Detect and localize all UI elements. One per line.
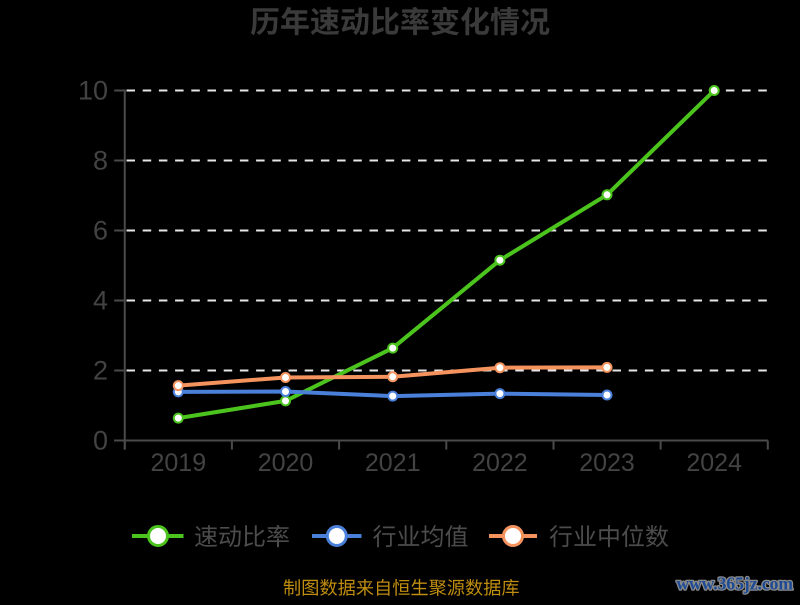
svg-text:2019: 2019 [150,449,206,477]
svg-text:www.365jz.com: www.365jz.com [676,574,793,594]
svg-text:2021: 2021 [365,449,421,477]
svg-text:10: 10 [78,76,108,106]
svg-text:4: 4 [93,286,108,316]
svg-text:2023: 2023 [579,449,635,477]
svg-text:2020: 2020 [258,449,314,477]
svg-text:0: 0 [93,426,108,456]
svg-text:2024: 2024 [686,449,742,477]
svg-text:2: 2 [93,356,108,386]
svg-text:8: 8 [93,146,108,176]
svg-text:6: 6 [93,216,108,246]
svg-text:2022: 2022 [472,449,528,477]
